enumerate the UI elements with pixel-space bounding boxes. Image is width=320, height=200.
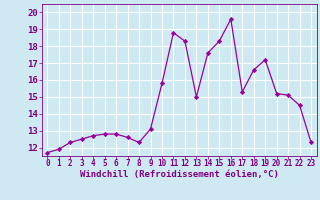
X-axis label: Windchill (Refroidissement éolien,°C): Windchill (Refroidissement éolien,°C) — [80, 170, 279, 179]
